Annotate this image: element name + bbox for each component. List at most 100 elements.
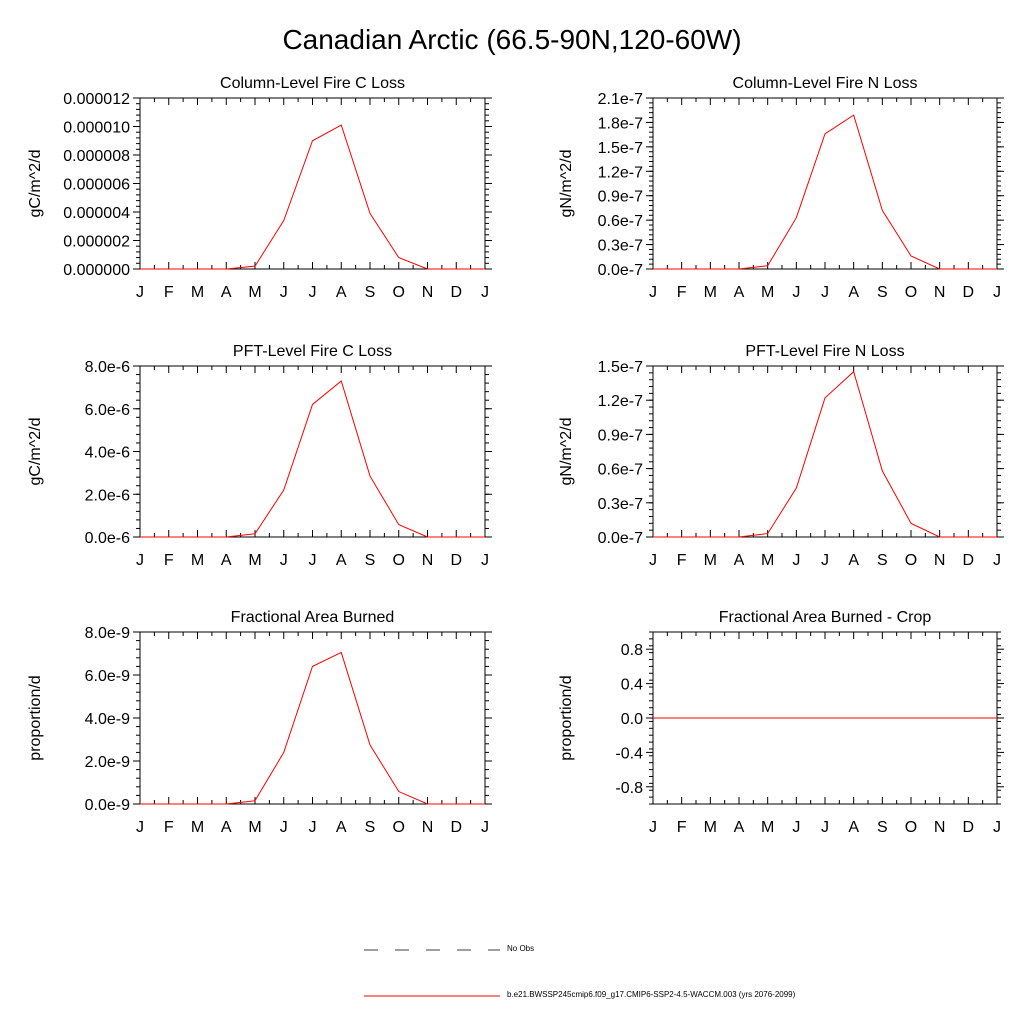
y-axis-label: gC/m^2/d <box>27 418 44 486</box>
y-tick-label: 6.0e-6 <box>85 402 130 419</box>
y-axis-label: gC/m^2/d <box>27 150 44 218</box>
plot-frame <box>652 365 998 538</box>
x-tick-label: J <box>792 819 800 836</box>
y-tick-label: 1.5e-7 <box>598 140 643 157</box>
y-tick-label: 0.8 <box>621 642 643 659</box>
x-tick-label: O <box>393 284 405 301</box>
y-tick-label: 8.0e-6 <box>85 359 130 376</box>
x-tick-label: O <box>905 819 917 836</box>
chart-title: Fractional Area Burned - Crop <box>719 609 932 626</box>
x-tick-label: M <box>248 819 261 836</box>
series-line <box>140 380 485 538</box>
x-tick-label: J <box>993 819 1001 836</box>
chart-title: Fractional Area Burned <box>231 609 395 626</box>
x-tick-label: A <box>734 552 745 569</box>
legend-model-swatch <box>364 995 500 997</box>
x-tick-label: M <box>761 552 774 569</box>
x-tick-label: J <box>821 284 829 301</box>
x-tick-label: J <box>821 819 829 836</box>
y-tick-label: 0.000000 <box>63 262 130 279</box>
x-tick-label: J <box>309 552 317 569</box>
x-tick-label: F <box>164 552 174 569</box>
y-tick-label: 0.3e-7 <box>598 496 643 513</box>
x-tick-label: N <box>934 552 946 569</box>
y-tick-label: 0.6e-7 <box>598 213 643 230</box>
y-tick-label: 8.0e-9 <box>85 625 130 642</box>
x-tick-label: J <box>792 284 800 301</box>
legend-model: b.e21.BWSSP245cmip6.f09_g17.CMIP6-SSP2-4… <box>360 986 960 1006</box>
x-tick-label: J <box>649 819 657 836</box>
chart-panel-4: J F M A M J J A S O N D J0.0e-70.3e-70.6e-70.9e-71.2… <box>558 343 1004 569</box>
x-tick-label: D <box>963 552 975 569</box>
x-tick-label: J <box>649 552 657 569</box>
y-tick-label: 0.0e-7 <box>598 262 643 279</box>
chart-title: Column-Level Fire C Loss <box>220 75 405 92</box>
x-tick-label: O <box>905 284 917 301</box>
chart-title: PFT-Level Fire C Loss <box>233 343 392 360</box>
y-tick-label: 0.3e-7 <box>598 238 643 255</box>
x-tick-label: A <box>848 284 859 301</box>
series-line <box>653 114 997 270</box>
y-axis-label: proportion/d <box>27 675 44 760</box>
x-tick-label: S <box>877 819 888 836</box>
x-tick-label: J <box>309 819 317 836</box>
y-tick-label: 6.0e-9 <box>85 668 130 685</box>
y-tick-label: 0.6e-7 <box>598 462 643 479</box>
figure-title: Canadian Arctic (66.5-90N,120-60W) <box>282 24 742 55</box>
x-tick-label: N <box>934 819 946 836</box>
x-tick-label: J <box>481 552 489 569</box>
x-tick-label: N <box>422 284 434 301</box>
y-tick-label: 0.0 <box>621 711 643 728</box>
x-tick-label: J <box>136 552 144 569</box>
chart-panel-3: J F M A M J J A S O N D J0.0e-62.0e-64.0e-66.0e-68.0… <box>27 343 492 569</box>
y-tick-label: 2.1e-7 <box>598 91 643 108</box>
chart-panel-1: J F M A M J J A S O N D J0.0000000.0000020.0000040.0… <box>27 75 492 301</box>
x-tick-label: A <box>221 552 232 569</box>
x-tick-label: J <box>993 284 1001 301</box>
y-tick-label: 4.0e-9 <box>85 711 130 728</box>
y-tick-label: 0.0e-6 <box>85 530 130 547</box>
x-tick-label: F <box>677 819 687 836</box>
x-tick-label: N <box>934 284 946 301</box>
y-tick-label: 0.000010 <box>63 120 130 137</box>
x-tick-label: A <box>336 819 347 836</box>
x-tick-label: D <box>963 284 975 301</box>
x-tick-label: J <box>136 284 144 301</box>
x-tick-label: O <box>393 552 405 569</box>
x-tick-label: A <box>221 284 232 301</box>
x-tick-label: S <box>877 284 888 301</box>
legend-obs-swatch <box>364 949 500 951</box>
y-axis-label: gN/m^2/d <box>558 418 575 486</box>
x-tick-label: D <box>450 284 462 301</box>
x-tick-label: O <box>905 552 917 569</box>
x-tick-label: M <box>704 552 717 569</box>
x-tick-label: J <box>481 819 489 836</box>
series-line <box>653 370 997 538</box>
y-tick-label: 0.000008 <box>63 148 130 165</box>
x-tick-label: M <box>761 819 774 836</box>
x-tick-label: F <box>677 552 687 569</box>
x-tick-label: J <box>481 284 489 301</box>
x-tick-label: A <box>221 819 232 836</box>
y-tick-label: 2.0e-6 <box>85 487 130 504</box>
y-tick-label: 1.2e-7 <box>598 164 643 181</box>
x-tick-label: S <box>365 284 376 301</box>
plot-frame <box>139 631 486 805</box>
x-tick-label: M <box>704 819 717 836</box>
y-tick-label: 0.000002 <box>63 234 130 251</box>
x-tick-label: M <box>704 284 717 301</box>
x-tick-label: N <box>422 552 434 569</box>
y-tick-label: 0.9e-7 <box>598 189 643 206</box>
x-tick-label: J <box>993 552 1001 569</box>
x-tick-label: M <box>191 284 204 301</box>
x-tick-label: F <box>677 284 687 301</box>
chart-panel-6: J F M A M J J A S O N D J-0.8-0.40.00.40.8Fractional… <box>558 609 1004 836</box>
x-tick-label: D <box>450 552 462 569</box>
series-line <box>140 124 485 270</box>
x-tick-label: S <box>365 552 376 569</box>
x-tick-label: J <box>792 552 800 569</box>
x-tick-label: M <box>191 819 204 836</box>
x-tick-label: F <box>164 284 174 301</box>
y-tick-label: 0.000004 <box>63 205 130 222</box>
x-tick-label: A <box>848 819 859 836</box>
